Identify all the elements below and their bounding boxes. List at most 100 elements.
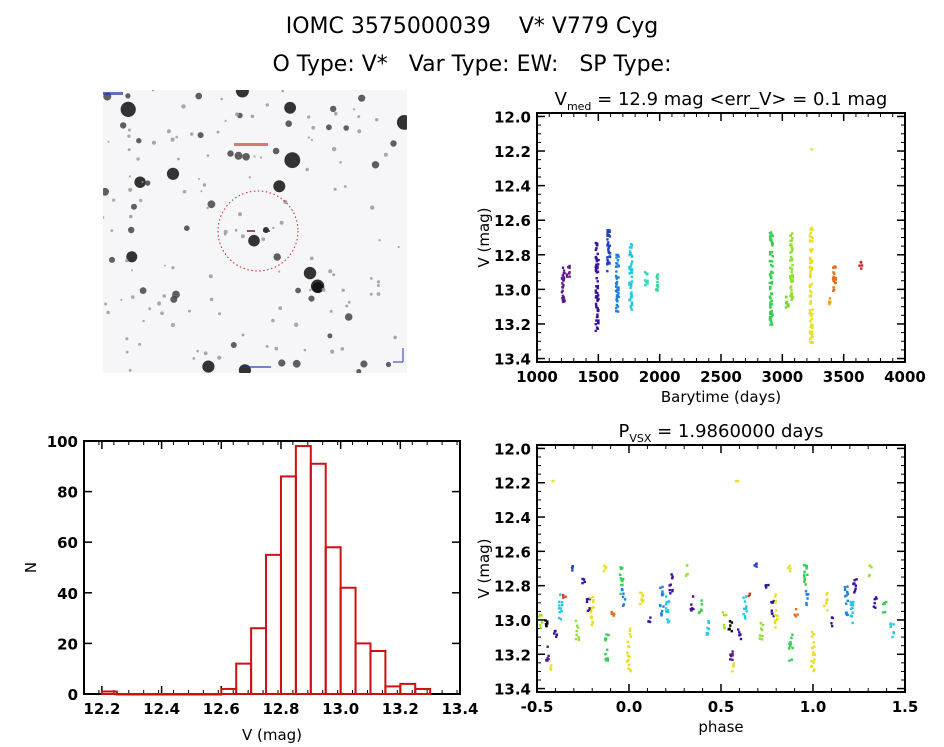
star bbox=[217, 355, 222, 360]
star bbox=[192, 357, 196, 360]
data-point bbox=[614, 282, 618, 285]
data-point bbox=[806, 573, 809, 577]
x-tick-label: 1.0 bbox=[800, 698, 827, 716]
data-point bbox=[656, 274, 659, 277]
data-point bbox=[810, 314, 813, 318]
data-point bbox=[768, 273, 772, 276]
data-point bbox=[770, 292, 774, 295]
data-point bbox=[852, 600, 855, 604]
data-point bbox=[789, 239, 792, 243]
data-point bbox=[784, 306, 788, 309]
data-point bbox=[604, 652, 607, 656]
data-point bbox=[561, 282, 564, 285]
data-point bbox=[628, 281, 631, 284]
x-axis-label: V (mag) bbox=[242, 726, 302, 744]
data-point bbox=[644, 283, 647, 286]
data-point bbox=[773, 595, 777, 598]
data-point bbox=[594, 267, 598, 270]
data-point bbox=[808, 266, 812, 269]
data-point bbox=[607, 248, 610, 251]
data-point bbox=[873, 597, 876, 601]
data-point bbox=[604, 659, 608, 662]
star bbox=[330, 349, 335, 354]
data-point bbox=[790, 292, 793, 296]
data-point bbox=[628, 633, 632, 636]
data-point bbox=[597, 321, 600, 325]
histogram-frame bbox=[83, 440, 461, 695]
y-tick-label: 13.4 bbox=[494, 351, 531, 369]
data-point bbox=[790, 280, 794, 283]
data-point bbox=[789, 278, 793, 282]
y-tick-label: 40 bbox=[57, 585, 78, 603]
data-point bbox=[594, 323, 597, 326]
data-point bbox=[813, 658, 816, 661]
data-point bbox=[700, 609, 703, 612]
title-subscript: med bbox=[567, 100, 591, 113]
data-point bbox=[628, 246, 632, 249]
data-point bbox=[812, 651, 815, 654]
data-point bbox=[540, 620, 544, 624]
data-point bbox=[803, 570, 806, 574]
data-point bbox=[851, 611, 854, 614]
data-point bbox=[615, 270, 618, 273]
data-point bbox=[608, 229, 611, 232]
data-point bbox=[822, 604, 826, 608]
data-point bbox=[555, 633, 559, 636]
data-point bbox=[574, 637, 578, 641]
data-point bbox=[576, 626, 580, 629]
data-point bbox=[647, 620, 650, 623]
data-point bbox=[768, 281, 771, 285]
data-point bbox=[630, 282, 633, 286]
data-point bbox=[594, 329, 597, 333]
data-point bbox=[769, 318, 772, 321]
data-point bbox=[791, 296, 795, 299]
histogram-bar bbox=[384, 685, 402, 695]
star bbox=[273, 180, 286, 193]
data-point bbox=[545, 624, 548, 628]
star bbox=[308, 295, 315, 302]
data-point bbox=[628, 271, 631, 275]
star bbox=[125, 93, 131, 99]
data-point bbox=[607, 633, 610, 637]
data-point bbox=[610, 610, 613, 614]
data-point bbox=[834, 281, 837, 285]
star bbox=[184, 225, 190, 231]
data-point bbox=[700, 603, 703, 606]
star bbox=[241, 333, 245, 337]
data-point bbox=[789, 243, 793, 246]
data-point bbox=[558, 611, 561, 614]
data-point bbox=[849, 607, 853, 611]
data-point bbox=[853, 578, 856, 582]
data-point bbox=[630, 269, 633, 272]
data-point bbox=[604, 565, 608, 569]
data-point bbox=[588, 608, 591, 612]
data-point bbox=[832, 279, 835, 283]
data-point bbox=[892, 623, 895, 626]
star bbox=[265, 103, 269, 107]
star bbox=[344, 313, 353, 321]
data-point bbox=[565, 275, 569, 278]
data-point bbox=[596, 263, 600, 266]
star bbox=[278, 306, 283, 311]
star bbox=[396, 115, 407, 130]
x-tick-label: 3000 bbox=[761, 368, 803, 386]
data-point bbox=[852, 582, 855, 586]
data-point bbox=[615, 276, 618, 279]
data-point bbox=[808, 308, 812, 312]
x-tick-label: 12.6 bbox=[203, 700, 240, 718]
data-point bbox=[612, 614, 615, 617]
data-point bbox=[606, 256, 609, 259]
data-point bbox=[664, 609, 668, 613]
x-tick-label: -0.5 bbox=[521, 698, 554, 716]
star bbox=[305, 167, 309, 172]
data-point bbox=[802, 563, 806, 567]
data-point bbox=[759, 627, 763, 630]
data-point bbox=[539, 626, 542, 629]
star bbox=[390, 140, 397, 147]
data-point bbox=[810, 665, 813, 668]
x-tick-label: 1000 bbox=[516, 368, 558, 386]
data-point bbox=[881, 611, 885, 614]
data-point bbox=[885, 600, 888, 604]
data-point bbox=[728, 627, 731, 630]
star bbox=[227, 150, 234, 157]
